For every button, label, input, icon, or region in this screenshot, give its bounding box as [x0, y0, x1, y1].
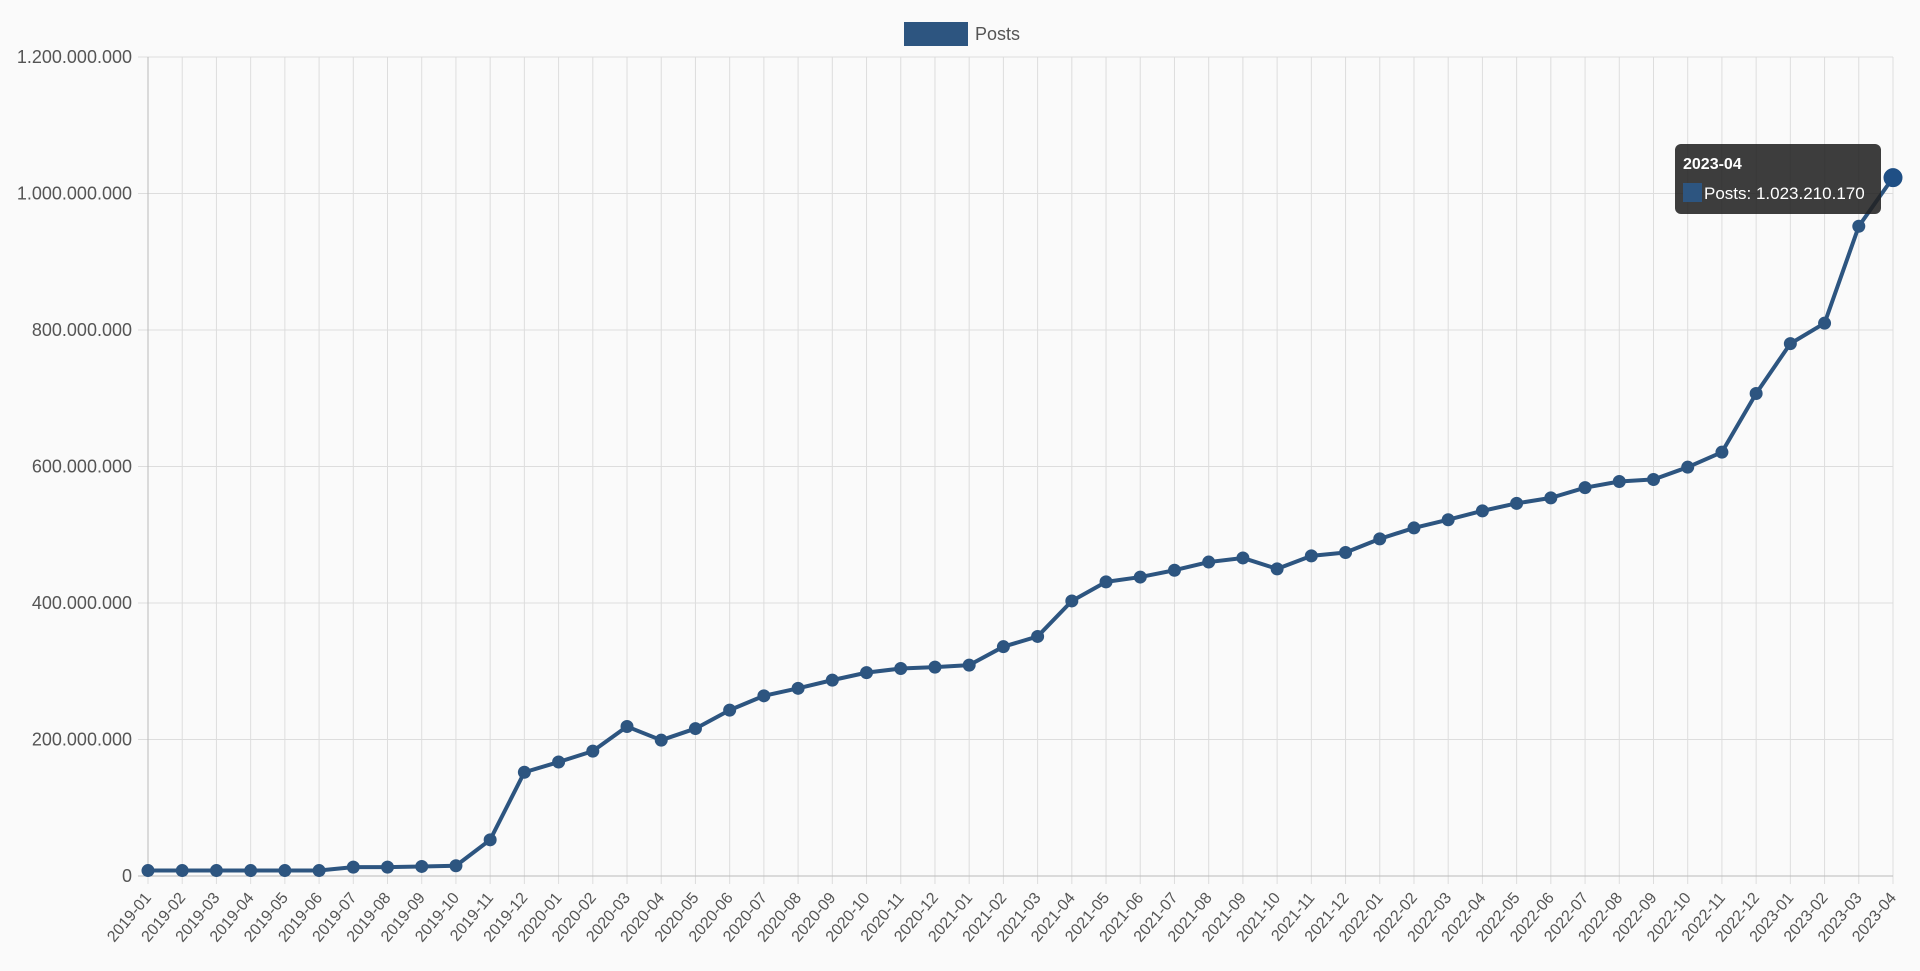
series-posts[interactable]	[141, 168, 1903, 878]
data-point[interactable]	[791, 681, 805, 695]
x-axis-ticks: 2019-012019-022019-032019-042019-052019-…	[104, 890, 1900, 946]
y-tick-label: 600.000.000	[32, 457, 132, 477]
data-point[interactable]	[654, 733, 668, 747]
tooltip-body: Posts: 1.023.210.170	[1704, 184, 1865, 203]
data-point[interactable]	[586, 744, 600, 758]
data-point[interactable]	[1373, 532, 1387, 546]
data-point[interactable]	[175, 864, 189, 878]
tooltip-title: 2023-04	[1683, 156, 1742, 173]
data-point[interactable]	[1783, 337, 1797, 351]
data-point[interactable]	[278, 864, 292, 878]
data-point[interactable]	[312, 864, 326, 878]
data-point[interactable]	[1441, 513, 1455, 527]
data-point[interactable]	[1749, 386, 1763, 400]
data-point[interactable]	[1852, 219, 1866, 233]
data-point[interactable]	[894, 662, 908, 676]
data-point[interactable]	[415, 859, 429, 873]
data-point[interactable]	[1818, 316, 1832, 330]
data-point[interactable]	[1031, 629, 1045, 643]
legend-label: Posts	[975, 24, 1020, 44]
data-point[interactable]	[1544, 491, 1558, 505]
data-point[interactable]	[141, 864, 155, 878]
data-point-active[interactable]	[1883, 168, 1903, 188]
data-point[interactable]	[1339, 545, 1353, 559]
data-point[interactable]	[996, 640, 1010, 654]
y-axis-ticks: 0 200.000.000 400.000.000 600.000.000 800.00…	[17, 47, 132, 886]
data-point[interactable]	[1612, 475, 1626, 489]
data-point[interactable]	[209, 864, 223, 878]
data-point[interactable]	[1099, 575, 1113, 589]
y-tick-label: 1.000.000.000	[17, 184, 132, 204]
data-point[interactable]	[620, 720, 634, 734]
data-point[interactable]	[381, 860, 395, 874]
y-tick-label: 800.000.000	[32, 320, 132, 340]
data-point[interactable]	[1133, 570, 1147, 584]
y-tick-label: 200.000.000	[32, 730, 132, 750]
tooltip: 2023-04 Posts: 1.023.210.170	[1675, 144, 1881, 214]
grid-lines	[138, 56, 1894, 884]
data-point[interactable]	[723, 703, 737, 717]
data-point[interactable]	[825, 673, 839, 687]
y-tick-label: 1.200.000.000	[17, 47, 132, 67]
series-line-posts	[148, 176, 1895, 873]
y-tick-label: 0	[122, 866, 132, 886]
data-point[interactable]	[1475, 504, 1489, 518]
data-point[interactable]	[1510, 496, 1524, 510]
data-point[interactable]	[1681, 460, 1695, 474]
data-point[interactable]	[1407, 521, 1421, 535]
data-point[interactable]	[449, 859, 463, 873]
data-point[interactable]	[244, 864, 258, 878]
data-point[interactable]	[483, 833, 497, 847]
data-point[interactable]	[346, 860, 360, 874]
data-point[interactable]	[928, 660, 942, 674]
data-point[interactable]	[962, 658, 976, 672]
data-point[interactable]	[1202, 555, 1216, 569]
data-point[interactable]	[1578, 481, 1592, 495]
data-point[interactable]	[517, 765, 531, 779]
legend[interactable]: Posts	[904, 22, 1020, 46]
data-point[interactable]	[1715, 445, 1729, 459]
tooltip-swatch	[1683, 183, 1702, 202]
data-point[interactable]	[1304, 549, 1318, 563]
data-point[interactable]	[1167, 563, 1181, 577]
data-point[interactable]	[1270, 562, 1284, 576]
data-point[interactable]	[552, 755, 566, 769]
data-point[interactable]	[1646, 472, 1660, 486]
data-point[interactable]	[757, 689, 771, 703]
data-point[interactable]	[688, 722, 702, 736]
legend-swatch	[904, 22, 968, 46]
tooltip-box	[1675, 144, 1881, 214]
data-point[interactable]	[1065, 594, 1079, 608]
data-point[interactable]	[860, 666, 874, 680]
y-tick-label: 400.000.000	[32, 593, 132, 613]
data-point[interactable]	[1236, 551, 1250, 565]
